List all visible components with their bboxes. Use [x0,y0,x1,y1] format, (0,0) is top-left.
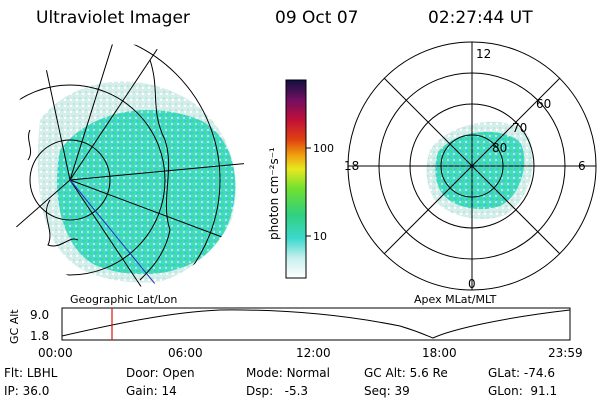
colorbar [285,79,307,279]
status-flt: Flt: LBHL [4,366,58,380]
mlt-label-12: 12 [476,47,491,61]
time-tick-1800: 18:00 [422,346,457,360]
status-gc-alt: GC Alt: 5.6 Re [364,366,448,380]
geographic-caption: Geographic Lat/Lon [70,293,177,306]
time-tick-2359: 23:59 [548,346,583,360]
time-tick-0600: 06:00 [168,346,203,360]
colorbar-label: photon cm⁻²s⁻¹ [267,147,281,240]
coastline [139,59,171,281]
terminator-line [69,179,161,288]
status-ip: IP: 36.0 [4,384,50,398]
apex-caption: Apex MLat/MLT [414,293,497,306]
altitude-tick-low: 1.8 [30,329,49,343]
mlat-label-70: 70 [512,121,527,135]
mlat-label-80: 80 [492,141,507,155]
altitude-axis-label: GC Alt [8,309,21,344]
altitude-tick-high: 9.0 [30,308,49,322]
colorbar-tick-10: 10 [313,230,327,243]
colorbar-tick-100: 100 [313,142,334,155]
status-glon: GLon: 91.1 [488,384,558,398]
instrument-title: Ultraviolet Imager [36,8,190,28]
status-mode: Mode: Normal [246,366,330,380]
status-seq: Seq: 39 [364,384,410,398]
polar-map [347,41,597,291]
mlt-label-0: 0 [468,277,476,291]
status-glat: GLat: -74.6 [488,366,555,380]
status-door: Door: Open [126,366,195,380]
time-tick-1200: 12:00 [296,346,331,360]
time-label: 02:27:44 UT [428,8,533,28]
status-dsp: Dsp: -5.3 [246,384,309,398]
altitude-plot-frame [61,307,571,341]
altitude-curve [61,309,571,339]
mlt-label-18: 18 [344,159,359,173]
status-gain: Gain: 14 [126,384,177,398]
time-tick-0000: 00:00 [38,346,73,360]
aurora-emission-main [56,110,236,275]
mlt-label-6: 6 [578,159,586,173]
geographic-map [0,44,244,288]
mlat-label-60: 60 [536,97,551,111]
date-label: 09 Oct 07 [275,8,359,28]
